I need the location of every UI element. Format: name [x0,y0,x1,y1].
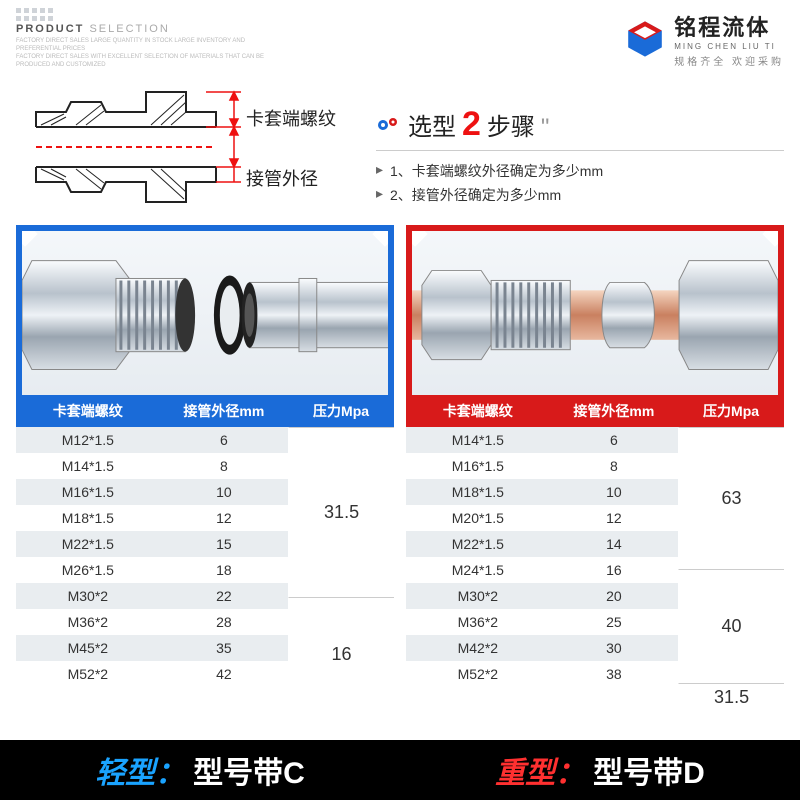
header-left: PRODUCT SELECTION FACTORY DIRECT SALES L… [16,8,276,69]
table-row: M14*1.56 [406,427,678,453]
table-row: M18*1.510 [406,479,678,505]
table-row: M36*228 [16,609,288,635]
diagram-label-od: 接管外径 [246,165,318,191]
top-section: 卡套端螺纹 接管外径 选型 2 步骤 " 1、卡套端螺纹外径确定为多少mm 2、… [0,73,800,225]
table-row: M30*222 [16,583,288,609]
table-light: 卡套端螺纹 接管外径mm 压力Mpa M12*1.56M14*1.58M16*1… [16,395,394,711]
table-row: M22*1.515 [16,531,288,557]
footer-light: 轻型：型号带C [0,740,400,800]
fine-print: FACTORY DIRECT SALES LARGE QUANTITY IN S… [16,37,276,69]
brand-name-cn: 铭程流体 [674,10,784,42]
table-row: M22*1.514 [406,531,678,557]
footer-bar: 轻型：型号带C 重型：型号带D [0,740,800,800]
step-2: 2、接管外径确定为多少mm [376,183,784,207]
brand-tagline: 规格齐全 欢迎采购 [674,53,784,68]
brand-text: 铭程流体 MING CHEN LIU TI 规格齐全 欢迎采购 [674,10,784,68]
table-row: M30*220 [406,583,678,609]
table-row: M20*1.512 [406,505,678,531]
table-row: M24*1.516 [406,557,678,583]
table-header-light: 卡套端螺纹 接管外径mm 压力Mpa [16,395,394,427]
brand-name-en: MING CHEN LIU TI [674,42,784,51]
photo-light-type [16,225,394,395]
table-row: M18*1.512 [16,505,288,531]
table-row: M52*242 [16,661,288,687]
steps-title: 选型 2 步骤 " [376,105,784,151]
table-header-heavy: 卡套端螺纹 接管外径mm 压力Mpa [406,395,784,427]
pressure-cell: 31.5 [678,683,784,711]
diagram-label-thread: 卡套端螺纹 [246,105,336,131]
spec-tables: 卡套端螺纹 接管外径mm 压力Mpa M12*1.56M14*1.58M16*1… [0,395,800,711]
table-body-light: M12*1.56M14*1.58M16*1.510M18*1.512M22*1.… [16,427,394,711]
table-row: M26*1.518 [16,557,288,583]
table-row: M16*1.58 [406,453,678,479]
selection-steps: 选型 2 步骤 " 1、卡套端螺纹外径确定为多少mm 2、接管外径确定为多少mm [376,77,784,217]
brand-block: 铭程流体 MING CHEN LIU TI 规格齐全 欢迎采购 [624,8,784,69]
table-row: M45*235 [16,635,288,661]
table-row: M16*1.510 [16,479,288,505]
pressure-cell: 16 [288,597,394,711]
table-row: M42*230 [406,635,678,661]
schematic-diagram: 卡套端螺纹 接管外径 [16,77,356,217]
table-row: M12*1.56 [16,427,288,453]
logo-icon [624,18,666,60]
pressure-cell: 31.5 [288,427,394,597]
pressure-cell: 40 [678,569,784,683]
step-1: 1、卡套端螺纹外径确定为多少mm [376,159,784,183]
table-row: M52*238 [406,661,678,687]
decorative-dots [16,8,276,21]
table-body-heavy: M14*1.56M16*1.58M18*1.510M20*1.512M22*1.… [406,427,784,711]
product-photos [0,225,800,395]
table-heavy: 卡套端螺纹 接管外径mm 压力Mpa M14*1.56M16*1.58M18*1… [406,395,784,711]
photo-heavy-type [406,225,784,395]
header: PRODUCT SELECTION FACTORY DIRECT SALES L… [0,0,800,73]
gears-icon [376,115,402,140]
pressure-cell: 63 [678,427,784,569]
table-row: M14*1.58 [16,453,288,479]
table-row: M36*225 [406,609,678,635]
footer-heavy: 重型：型号带D [400,740,800,800]
section-label: PRODUCT SELECTION [16,23,276,35]
